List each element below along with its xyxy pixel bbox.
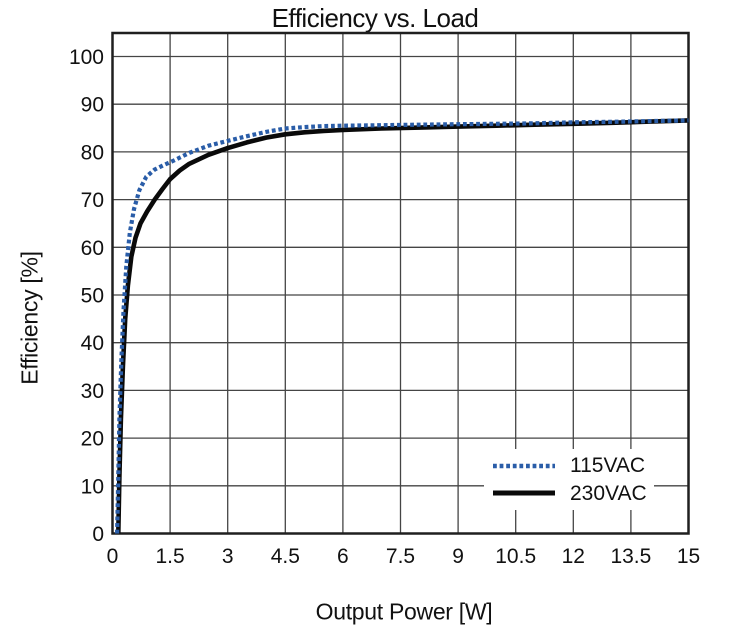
y-tick-label: 60 — [81, 237, 104, 260]
series-curve-115vac — [115, 118, 689, 534]
x-tick-label: 0 — [107, 545, 119, 568]
y-tick-label: 40 — [81, 332, 104, 355]
x-tick-label: 4.5 — [271, 545, 300, 568]
x-tick-label: 1.5 — [155, 545, 184, 568]
chart-title: Efficiency vs. Load — [271, 3, 479, 33]
y-tick-label: 20 — [81, 428, 104, 451]
x-tick-label: 9 — [452, 545, 464, 568]
plot-frame — [111, 31, 690, 535]
x-tick-label: 3 — [222, 545, 234, 568]
x-tick-label: 10.5 — [495, 545, 536, 568]
legend-label-230vac: 230VAC — [570, 481, 647, 505]
y-tick-label: 100 — [69, 46, 104, 69]
y-tick-label: 10 — [81, 475, 104, 498]
y-tick-label: 0 — [92, 523, 104, 546]
legend-label-115vac: 115VAC — [570, 454, 646, 478]
legend: 115VAC 230VAC — [484, 449, 654, 510]
x-tick-label: 12 — [562, 545, 585, 568]
dotted-line-swatch-icon — [493, 463, 555, 469]
x-tick-label: 7.5 — [386, 545, 415, 568]
y-tick-label: 70 — [81, 189, 104, 212]
x-tick-label: 13.5 — [610, 545, 651, 568]
y-tick-label: 80 — [81, 141, 104, 164]
legend-item-115vac: 115VAC — [484, 455, 654, 476]
x-tick-label: 15 — [677, 545, 700, 568]
y-axis-title: Efficiency [%] — [16, 251, 43, 385]
x-axis-title: Output Power [W] — [315, 598, 493, 625]
y-tick-label: 50 — [81, 285, 104, 308]
y-tick-label: 30 — [81, 380, 104, 403]
y-tick-label: 90 — [81, 94, 104, 117]
x-tick-label: 6 — [337, 545, 349, 568]
legend-item-230vac: 230VAC — [484, 483, 654, 504]
solid-line-swatch-icon — [493, 490, 555, 496]
